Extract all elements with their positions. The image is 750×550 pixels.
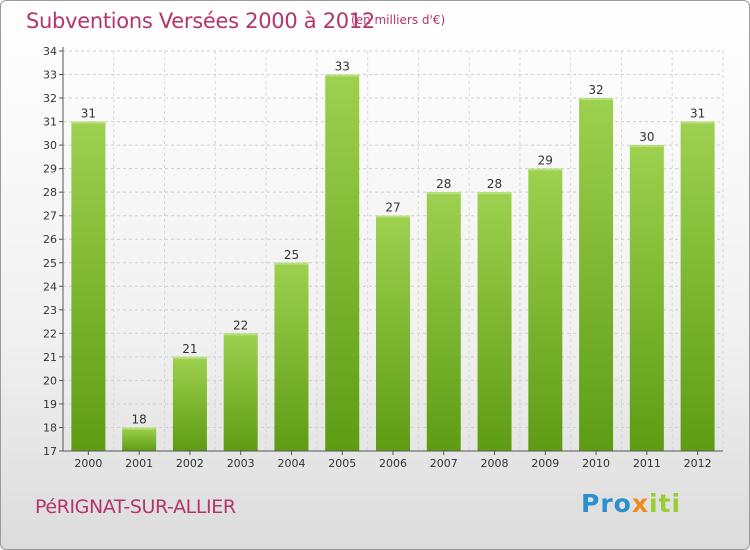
x-tick-label: 2006 [379,457,407,470]
chart-subtitle: (en milliers d'€) [351,13,446,27]
bars [71,74,715,452]
bar [528,168,563,451]
bar-value-label: 29 [538,154,553,168]
x-tick-label: 2005 [328,457,356,470]
y-tick-label: 29 [43,163,57,176]
bar [579,98,614,451]
bar-highlight [629,145,664,148]
y-tick-label: 17 [43,445,57,458]
axes [59,47,723,455]
labels: 17 18 19 20 21 22 23 24 25 26 27 28 29 30 31 32 33 34 31 20… [43,45,712,470]
commune-name: PéRIGNAT-SUR-ALLIER [35,496,236,518]
bar [629,145,664,451]
x-tick-label: 2002 [176,457,204,470]
bar-highlight [172,356,207,359]
bar-highlight [680,121,715,124]
x-tick-label: 2008 [481,457,509,470]
y-tick-label: 23 [43,304,57,317]
x-tick-label: 2004 [277,457,305,470]
bar-value-label: 28 [487,177,502,191]
bar-value-label: 18 [132,412,147,426]
y-tick-label: 34 [43,45,57,58]
bar-value-label: 27 [385,201,400,215]
bar [172,356,207,451]
x-tick-label: 2003 [227,457,255,470]
y-tick-label: 26 [43,233,57,246]
bar-highlight [71,121,106,124]
bar-value-label: 31 [690,107,705,121]
bar [223,333,258,451]
y-tick-label: 28 [43,186,57,199]
y-tick-label: 31 [43,116,57,129]
logo-part-3: iti [648,489,682,518]
bar-value-label: 25 [284,248,299,262]
bar [376,215,410,451]
y-tick-label: 22 [43,327,57,340]
y-tick-label: 24 [43,280,57,293]
bar [477,192,512,452]
x-tick-label: 2011 [633,457,661,470]
y-tick-label: 32 [43,92,57,105]
x-tick-label: 2000 [74,457,102,470]
bar-highlight [376,215,410,218]
bar-value-label: 32 [588,83,603,97]
x-tick-label: 2012 [684,457,712,470]
y-tick-label: 33 [43,69,57,82]
y-tick-label: 27 [43,210,57,223]
x-tick-label: 2009 [531,457,559,470]
bar-value-label: 30 [639,130,654,144]
bar [122,427,157,451]
bar [325,74,360,451]
y-tick-label: 25 [43,257,57,270]
y-tick-label: 19 [43,398,57,411]
logo-part-1: Pro [581,489,632,518]
y-tick-label: 21 [43,351,57,364]
bar-highlight [477,192,512,195]
bar-highlight [223,333,258,336]
bar-highlight [426,192,461,195]
bar-value-label: 22 [233,318,248,332]
bar-highlight [122,427,157,430]
y-tick-label: 18 [43,421,57,434]
proxiti-logo: Proxiti [581,489,681,518]
bar [274,262,309,451]
x-tick-label: 2007 [430,457,458,470]
bar-highlight [274,262,309,265]
bar-value-label: 33 [335,60,350,74]
bar-value-label: 31 [81,107,96,121]
bar-highlight [528,168,563,171]
bar-value-label: 21 [182,342,197,356]
bar-highlight [579,98,614,101]
bar-value-label: 28 [436,177,451,191]
y-tick-label: 30 [43,139,57,152]
bar-highlight [325,74,360,77]
bar [426,192,461,452]
logo-part-2: x [631,489,649,518]
x-tick-label: 2010 [582,457,610,470]
chart-title: Subventions Versées 2000 à 2012 [26,9,375,33]
bar [680,121,715,452]
y-tick-label: 20 [43,374,57,387]
x-tick-label: 2001 [125,457,153,470]
bar [71,121,106,452]
